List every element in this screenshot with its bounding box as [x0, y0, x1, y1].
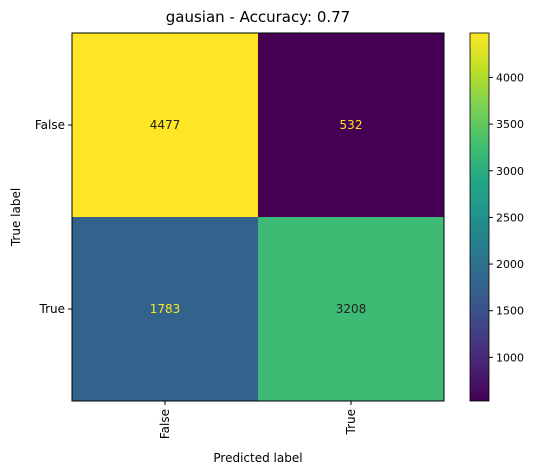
x-tick-label: False: [158, 409, 172, 439]
cell-1-0: [72, 217, 258, 401]
colorbar-tick-label: 2500: [496, 211, 524, 224]
cell-value-1-0: 1783: [150, 302, 181, 316]
cell-0-0: [72, 33, 258, 217]
colorbar-tick-label: 1500: [496, 305, 524, 318]
chart-title: gausian - Accuracy: 0.77: [166, 8, 350, 26]
cell-value-0-0: 4477: [150, 118, 181, 132]
x-axis-ticks: False True: [158, 401, 358, 439]
colorbar-tick-label: 3000: [496, 165, 524, 178]
colorbar-tick-label: 4000: [496, 71, 524, 84]
y-tick-label: False: [35, 118, 65, 132]
y-tick-label: True: [39, 302, 66, 316]
cell-value-0-1: 532: [340, 118, 363, 132]
colorbar-tick-label: 3500: [496, 118, 524, 131]
colorbar-ticks: 1000 1500 2000 2500 3000 3500 4000: [489, 71, 524, 364]
plot-frame: [71, 32, 445, 402]
x-tick-label: True: [344, 409, 358, 436]
x-axis-label: Predicted label: [213, 451, 302, 465]
cell-1-1: [258, 217, 444, 401]
cell-value-1-1: 3208: [336, 302, 367, 316]
heatmap-cells: 4477 532 1783 3208: [72, 33, 444, 401]
y-axis-label: True label: [9, 188, 23, 247]
cell-0-1: [258, 33, 444, 217]
colorbar-tick-label: 2000: [496, 258, 524, 271]
colorbar: [469, 32, 490, 402]
colorbar-tick-label: 1000: [496, 351, 524, 364]
y-axis-ticks: False True: [35, 118, 72, 316]
